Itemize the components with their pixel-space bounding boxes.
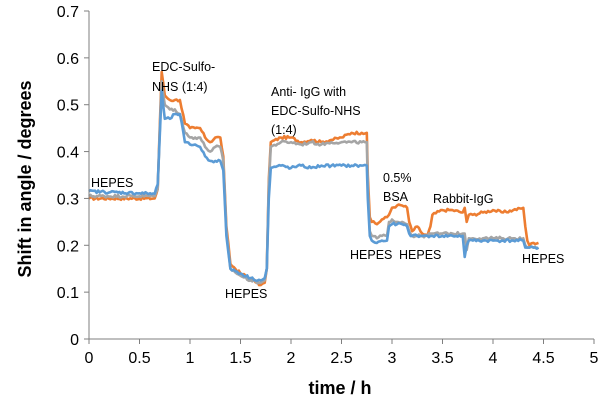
y-tick-label: 0.3 bbox=[57, 191, 79, 208]
x-tick-label: 4 bbox=[489, 350, 498, 367]
annotation-label: BSA bbox=[383, 190, 409, 204]
x-tick-label: 1 bbox=[186, 350, 195, 367]
annotation-label: HEPES bbox=[399, 248, 441, 262]
annotation-label: HEPES bbox=[522, 252, 564, 266]
x-tick-label: 4.5 bbox=[532, 350, 554, 367]
annotation-label: EDC-Sulfo-NHS bbox=[271, 104, 361, 118]
y-axis-title: Shift in angle / degrees bbox=[15, 80, 35, 277]
x-tick-label: 1.5 bbox=[229, 350, 251, 367]
x-tick-label: 2.5 bbox=[330, 350, 352, 367]
annotation-label: Anti- IgG with bbox=[271, 85, 346, 99]
y-tick-label: 0.7 bbox=[57, 4, 79, 21]
y-tick-label: 0.5 bbox=[57, 98, 79, 115]
x-tick-label: 3.5 bbox=[431, 350, 453, 367]
annotation-label: EDC-Sulfo- bbox=[152, 60, 215, 74]
x-tick-label: 5 bbox=[590, 350, 599, 367]
x-tick-label: 0 bbox=[85, 350, 94, 367]
annotation-label: NHS (1:4) bbox=[152, 80, 208, 94]
y-tick-label: 0.2 bbox=[57, 238, 79, 255]
annotation-label: HEPES bbox=[350, 248, 392, 262]
x-axis-title: time / h bbox=[308, 378, 371, 398]
annotation-label: HEPES bbox=[91, 176, 133, 190]
y-tick-label: 0.6 bbox=[57, 51, 79, 68]
series-line bbox=[88, 89, 540, 283]
y-tick-label: 0.1 bbox=[57, 285, 79, 302]
annotation-label: Rabbit-IgG bbox=[433, 192, 493, 206]
annotation-label: HEPES bbox=[225, 287, 267, 301]
plot-lines bbox=[88, 70, 540, 287]
x-tick-label: 3 bbox=[388, 350, 397, 367]
ticks: 0 0.5 1 1.5 2 2.5 3 3.5 4 4.5 5 0 0.1 0.2 0.3 0.4 0.5 0.6… bbox=[57, 4, 599, 367]
x-tick-label: 0.5 bbox=[128, 350, 150, 367]
x-tick-label: 2 bbox=[287, 350, 296, 367]
annotation-label: (1:4) bbox=[271, 123, 297, 137]
y-tick-label: 0 bbox=[70, 332, 79, 349]
annotation-label: 0.5% bbox=[383, 171, 412, 185]
y-tick-label: 0.4 bbox=[57, 145, 79, 162]
